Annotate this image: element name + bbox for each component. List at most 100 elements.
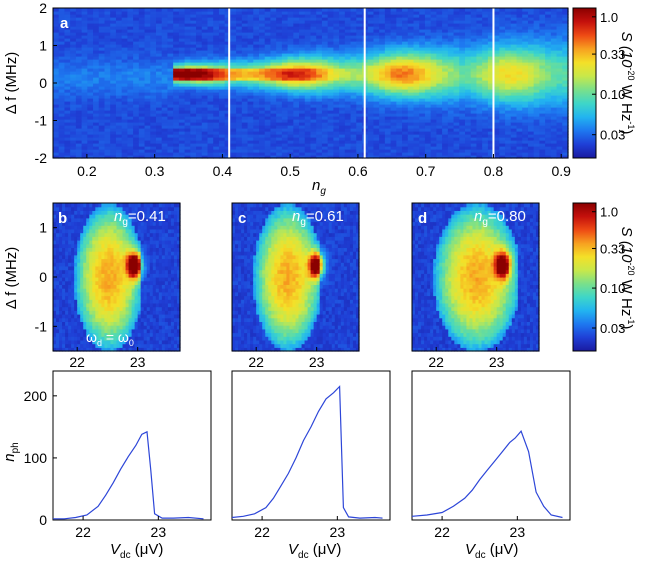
heatmap-cell <box>230 77 237 81</box>
heatmap-cell <box>161 98 169 102</box>
heatmap-cell <box>424 134 432 138</box>
heatmap-cell <box>316 98 323 102</box>
heatmap-cell <box>62 299 66 304</box>
heatmap-cell <box>327 86 334 90</box>
heatmap-cell <box>516 68 523 72</box>
heatmap-cell <box>190 44 197 48</box>
heatmap-cell <box>71 228 75 234</box>
heatmap-cell <box>356 89 363 93</box>
heatmap-cell <box>71 325 75 330</box>
heatmap-cell <box>150 89 157 93</box>
heatmap-cell <box>87 8 94 12</box>
heatmap-cell <box>476 65 483 69</box>
heatmap-cell <box>281 131 289 135</box>
heatmap-cell <box>402 152 409 156</box>
heatmap-cell <box>465 119 472 123</box>
heatmap-cell <box>299 35 306 39</box>
heatmap-cell <box>86 336 90 341</box>
heatmap-cell <box>470 149 478 153</box>
heatmap-cell <box>367 32 375 36</box>
heatmap-cell <box>259 53 266 57</box>
heatmap-cell <box>156 32 163 36</box>
heatmap-cell <box>150 92 157 96</box>
heatmap-cell <box>70 140 77 144</box>
heatmap-cell <box>350 65 357 69</box>
heatmap-cell <box>167 71 174 75</box>
heatmap-cell <box>493 98 500 102</box>
heatmap-cell <box>304 38 312 42</box>
heatmap-cell <box>77 225 81 230</box>
heatmap-cell <box>333 50 340 54</box>
heatmap-cell <box>115 71 123 75</box>
heatmap-cell <box>419 47 426 51</box>
heatmap-cell <box>396 128 403 132</box>
heatmap-cell <box>59 203 63 208</box>
heatmap-cell <box>173 44 180 48</box>
heatmap-cell <box>156 86 163 90</box>
heatmap-cell <box>201 71 209 75</box>
heatmap-cell <box>550 38 558 42</box>
heatmap-cell <box>115 104 123 108</box>
heatmap-cell <box>436 83 443 87</box>
heatmap-cell <box>178 155 186 159</box>
heatmap-cell <box>522 29 529 33</box>
heatmap-cell <box>110 83 117 87</box>
heatmap-cell <box>65 203 69 208</box>
heatmap-cell <box>396 20 403 24</box>
heatmap-cell <box>259 14 266 18</box>
heatmap-cell <box>190 71 197 75</box>
heatmap-cell <box>241 107 249 111</box>
heatmap-cell <box>367 140 375 144</box>
heatmap-cell <box>310 104 317 108</box>
heatmap-cell <box>64 92 71 96</box>
heatmap-cell <box>104 155 111 159</box>
heatmap-cell <box>167 23 174 27</box>
heatmap-cell <box>321 14 329 18</box>
heatmap-cell <box>384 68 392 72</box>
heatmap-cell <box>356 119 363 123</box>
heatmap-cell <box>167 122 174 126</box>
heatmap-cell <box>98 20 106 24</box>
heatmap-cell <box>58 104 66 108</box>
heatmap-cell <box>487 59 495 63</box>
heatmap-cell <box>516 152 523 156</box>
heatmap-cell <box>539 116 546 120</box>
heatmap-cell <box>373 119 380 123</box>
heatmap-cell <box>259 140 266 144</box>
heatmap-cell <box>64 14 71 18</box>
heatmap-cell <box>384 32 392 36</box>
heatmap-cell <box>93 26 100 30</box>
heatmap-cell <box>93 86 100 90</box>
heatmap-cell <box>470 110 478 114</box>
heatmap-cell <box>407 101 415 105</box>
heatmap-cell <box>138 116 146 120</box>
heatmap-cell <box>470 122 478 126</box>
heatmap-cell <box>487 149 495 153</box>
heatmap-cell <box>390 14 397 18</box>
heatmap-cell <box>510 134 518 138</box>
heatmap-cell <box>178 128 186 132</box>
heatmap-cell <box>350 116 357 120</box>
heatmap-cell <box>178 98 186 102</box>
heatmap-cell <box>87 50 94 54</box>
heatmap-cell <box>115 116 123 120</box>
heatmap-cell <box>184 62 191 66</box>
heatmap-cell <box>516 23 523 27</box>
heatmap-cell <box>516 11 523 15</box>
heatmap-cell <box>339 155 346 159</box>
heatmap-cell <box>562 107 569 111</box>
heatmap-cell <box>373 149 380 153</box>
heatmap-cell <box>287 14 294 18</box>
heatmap-cell <box>247 71 254 75</box>
heatmap-cell <box>138 8 146 12</box>
heatmap-cell <box>241 116 249 120</box>
heatmap-cell <box>83 295 87 300</box>
heatmap-cell <box>533 101 540 105</box>
heatmap-cell <box>121 65 128 69</box>
heatmap-cell <box>527 59 535 63</box>
heatmap-cell <box>419 146 426 150</box>
heatmap-cell <box>505 113 512 117</box>
heatmap-cell <box>64 86 71 90</box>
heatmap-cell <box>241 143 249 147</box>
heatmap-cell <box>459 62 466 66</box>
